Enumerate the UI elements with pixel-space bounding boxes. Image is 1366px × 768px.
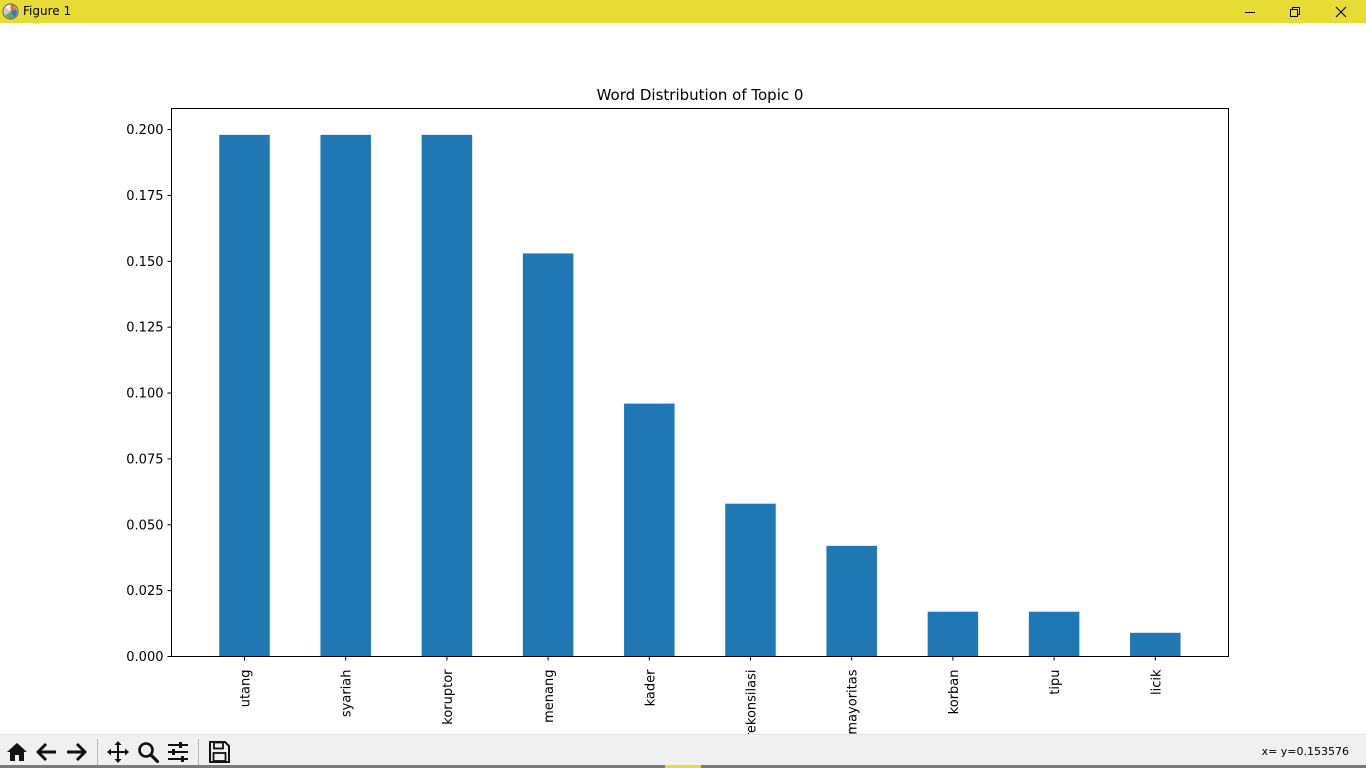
bar-licik bbox=[1130, 632, 1181, 657]
x-tick-label: tipu bbox=[1048, 670, 1063, 695]
navigation-toolbar: x= y=0.153576 bbox=[0, 734, 1366, 768]
back-button[interactable] bbox=[33, 738, 61, 766]
y-tick-label: 0.100 bbox=[126, 387, 163, 402]
y-tick-label: 0.175 bbox=[126, 189, 163, 204]
pan-icon bbox=[107, 741, 129, 763]
configure-subplots-button[interactable] bbox=[164, 738, 192, 766]
minimize-button[interactable] bbox=[1227, 0, 1273, 23]
x-tick-label: koruptor bbox=[441, 669, 456, 725]
close-button[interactable] bbox=[1318, 0, 1364, 23]
forward-arrow-icon bbox=[67, 742, 87, 762]
x-tick-label: mayoritas bbox=[846, 669, 861, 734]
zoom-button[interactable] bbox=[134, 738, 162, 766]
window-titlebar[interactable]: Figure 1 bbox=[0, 0, 1366, 23]
x-tick-label: syariah bbox=[340, 670, 355, 718]
x-axis: utang syariah koruptor menang kader rekonsila… bbox=[239, 656, 1164, 735]
matplotlib-logo-icon bbox=[2, 3, 19, 20]
toolbar-separator bbox=[198, 739, 199, 765]
axes-frame bbox=[171, 108, 1229, 657]
bar-korban bbox=[927, 611, 979, 657]
y-tick-label: 0.125 bbox=[126, 321, 163, 336]
pan-button[interactable] bbox=[104, 738, 132, 766]
x-tick-label: rekonsilasi bbox=[745, 670, 760, 735]
bar-tipu bbox=[1028, 611, 1080, 657]
window-title: Figure 1 bbox=[23, 4, 72, 18]
y-tick-label: 0.150 bbox=[126, 255, 163, 270]
home-icon bbox=[7, 743, 27, 761]
x-tick-label: korban bbox=[947, 670, 962, 715]
y-tick-label: 0.200 bbox=[126, 123, 163, 138]
bar-koruptor bbox=[421, 134, 473, 657]
minimize-icon bbox=[1245, 11, 1255, 13]
x-tick-label: menang bbox=[542, 670, 557, 723]
bar-menang bbox=[522, 253, 574, 657]
figure-canvas[interactable]: Word Distribution of Topic 0 0.000 0.025 0… bbox=[0, 23, 1366, 734]
y-tick-label: 0.025 bbox=[126, 584, 163, 599]
y-axis: 0.000 0.025 0.050 0.075 0.100 0.125 0.150 0.175… bbox=[126, 123, 172, 665]
bar-mayoritas bbox=[826, 545, 877, 657]
toolbar-separator bbox=[97, 739, 98, 765]
bar-kader bbox=[624, 403, 675, 657]
home-button[interactable] bbox=[3, 738, 31, 766]
y-tick-label: 0.075 bbox=[126, 452, 163, 467]
back-arrow-icon bbox=[36, 742, 56, 762]
save-button[interactable] bbox=[205, 738, 233, 766]
bars-layer bbox=[219, 134, 1181, 657]
bar-utang bbox=[219, 134, 270, 657]
x-tick-label: licik bbox=[1149, 669, 1164, 695]
coordinate-readout: x= y=0.153576 bbox=[1261, 745, 1349, 758]
chart-title: Word Distribution of Topic 0 bbox=[597, 86, 804, 104]
bar-syariah bbox=[320, 134, 371, 657]
y-tick-label: 0.050 bbox=[126, 518, 163, 533]
x-tick-label: kader bbox=[643, 669, 658, 707]
bar-chart: Word Distribution of Topic 0 0.0000.0250… bbox=[126, 86, 1229, 735]
configure-subplots-icon bbox=[168, 742, 188, 762]
bar-rekonsilasi bbox=[725, 503, 776, 657]
close-icon bbox=[1335, 6, 1347, 17]
zoom-icon bbox=[138, 742, 160, 764]
forward-button[interactable] bbox=[62, 738, 90, 766]
restore-button[interactable] bbox=[1272, 0, 1318, 23]
restore-icon bbox=[1290, 6, 1300, 17]
x-tick-label: utang bbox=[239, 670, 254, 708]
window-bottom-accent bbox=[665, 765, 701, 768]
save-icon bbox=[209, 741, 230, 763]
y-tick-label: 0.000 bbox=[126, 650, 163, 665]
